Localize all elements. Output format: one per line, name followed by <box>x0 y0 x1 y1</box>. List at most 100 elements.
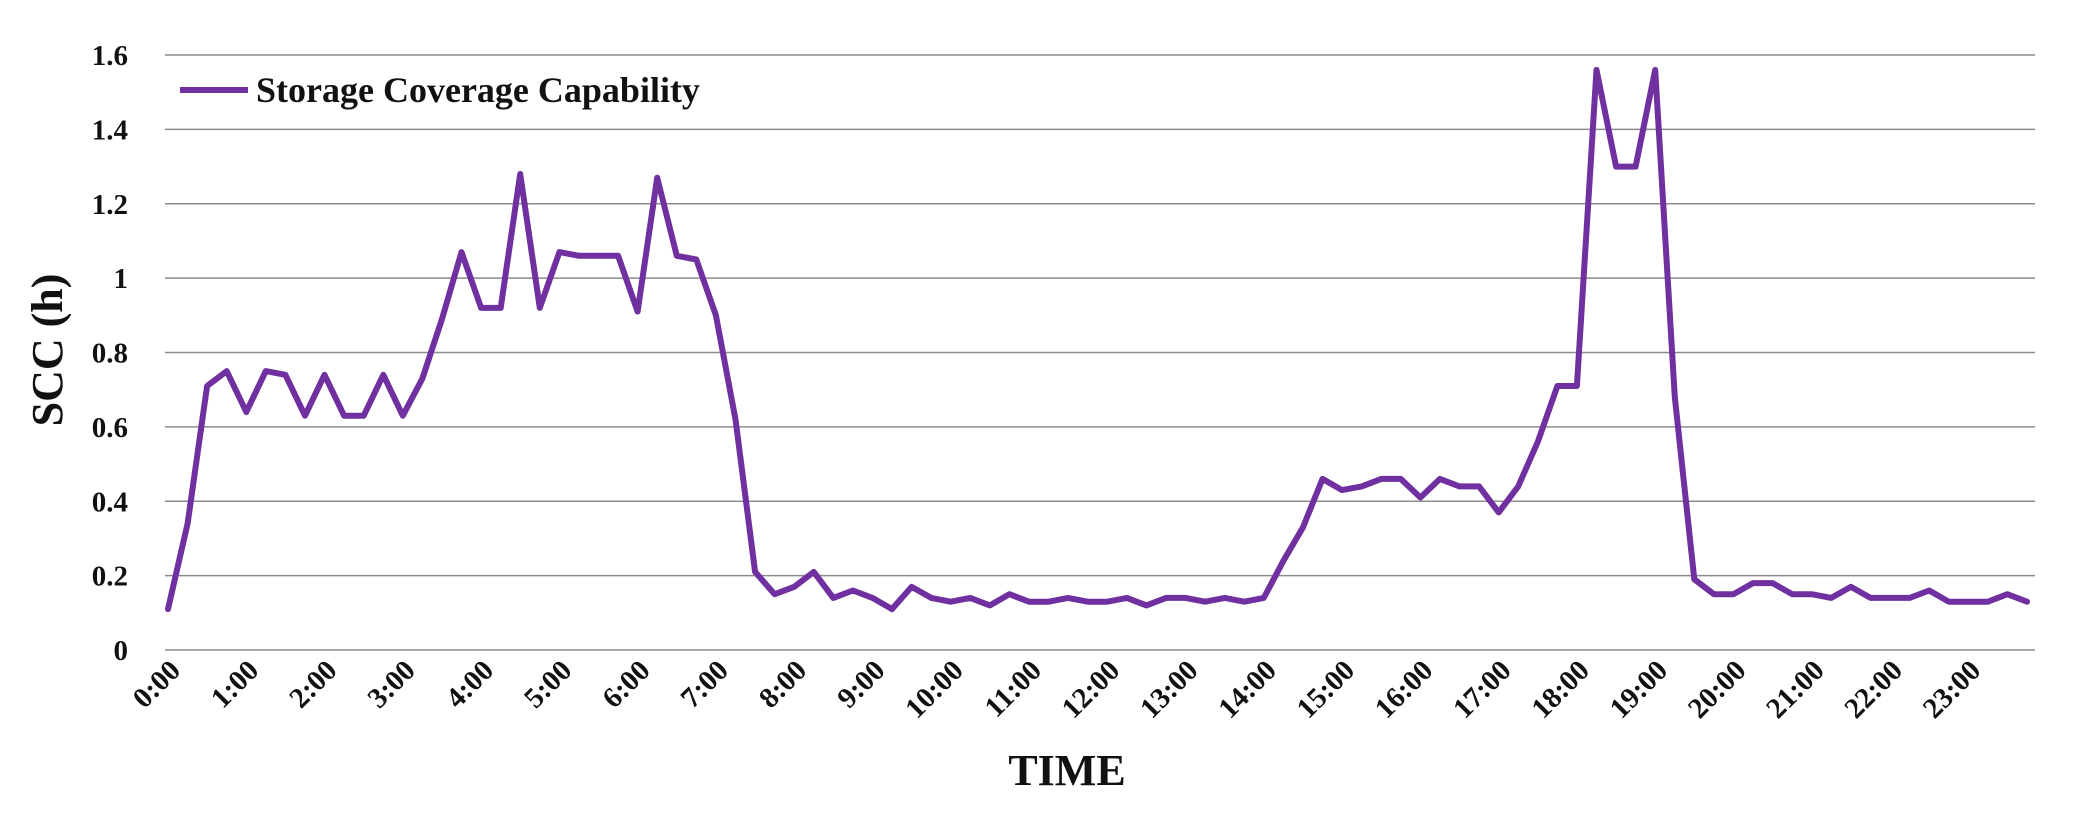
data-point <box>1829 596 1833 600</box>
series-layer <box>165 66 2030 613</box>
data-point <box>342 414 346 418</box>
y-axis-title: SCC (h) <box>23 274 72 427</box>
x-tick-label: 8:00 <box>753 654 813 714</box>
x-axis-ticks: 0:00 1:00 2:00 3:00 4:00 5:00 6:00 7:00 8:00 9:00… <box>127 654 1988 724</box>
x-tick-label: 9:00 <box>831 654 891 714</box>
data-point <box>1242 600 1246 604</box>
data-point <box>557 250 561 254</box>
data-point <box>1555 384 1559 388</box>
data-point <box>518 172 522 176</box>
x-tick-label: 17:00 <box>1447 654 1517 724</box>
x-tick-label: 3:00 <box>362 654 422 714</box>
data-point <box>714 313 718 317</box>
x-tick-label: 1:00 <box>205 654 265 714</box>
data-point <box>1144 603 1148 607</box>
legend: Storage Coverage Capability <box>180 70 700 110</box>
data-point <box>186 522 190 526</box>
y-tick-label: 0.2 <box>92 561 128 593</box>
data-point <box>420 377 424 381</box>
data-point <box>1751 581 1755 585</box>
data-point <box>1927 589 1931 593</box>
data-point <box>1614 165 1618 169</box>
data-point <box>1849 585 1853 589</box>
x-tick-label: 12:00 <box>1056 654 1126 724</box>
data-point <box>949 600 953 604</box>
data-point <box>1418 496 1422 500</box>
x-tick-label: 10:00 <box>899 654 969 724</box>
x-tick-label: 5:00 <box>518 654 578 714</box>
data-point <box>2025 600 2029 604</box>
data-point <box>1575 384 1579 388</box>
data-point <box>1321 477 1325 481</box>
data-point <box>890 607 894 611</box>
data-point <box>753 570 757 574</box>
data-point <box>381 373 385 377</box>
y-tick-label: 0.4 <box>92 486 128 518</box>
data-point <box>283 373 287 377</box>
data-point <box>538 306 542 310</box>
data-point <box>1105 600 1109 604</box>
data-point <box>1223 596 1227 600</box>
data-point <box>1360 484 1364 488</box>
x-tick-label: 2:00 <box>283 654 343 714</box>
data-point <box>1692 577 1696 581</box>
data-point <box>910 585 914 589</box>
data-point <box>440 317 444 321</box>
x-tick-label: 16:00 <box>1369 654 1439 724</box>
data-point <box>1908 596 1912 600</box>
data-point <box>734 417 738 421</box>
y-tick-label: 1.6 <box>92 40 128 72</box>
data-point <box>323 373 327 377</box>
data-point <box>968 596 972 600</box>
x-tick-label: 0:00 <box>127 654 187 714</box>
data-point <box>2005 592 2009 596</box>
data-point <box>1712 592 1716 596</box>
data-point <box>362 414 366 418</box>
data-point <box>597 254 601 258</box>
data-point <box>655 176 659 180</box>
x-tick-label: 6:00 <box>596 654 656 714</box>
data-point <box>577 254 581 258</box>
data-point <box>1340 488 1344 492</box>
data-point <box>499 306 503 310</box>
data-point <box>264 369 268 373</box>
data-point <box>1888 596 1892 600</box>
data-point <box>225 369 229 373</box>
data-point <box>1966 600 1970 604</box>
data-point <box>1653 68 1657 72</box>
data-point <box>1027 600 1031 604</box>
x-tick-label: 14:00 <box>1212 654 1282 724</box>
data-point <box>1399 477 1403 481</box>
x-tick-label: 19:00 <box>1604 654 1674 724</box>
data-point <box>1790 592 1794 596</box>
data-point <box>616 254 620 258</box>
data-point <box>1771 581 1775 585</box>
data-point <box>1477 484 1481 488</box>
data-point <box>694 258 698 262</box>
data-point <box>871 596 875 600</box>
data-point <box>1536 440 1540 444</box>
data-point <box>1125 596 1129 600</box>
data-point <box>988 603 992 607</box>
data-point <box>1458 484 1462 488</box>
data-point <box>851 589 855 593</box>
data-point <box>1438 477 1442 481</box>
x-axis-title: TIME <box>1008 746 1125 795</box>
y-tick-label: 1.4 <box>92 114 128 146</box>
data-point <box>1497 510 1501 514</box>
data-point <box>1164 596 1168 600</box>
y-tick-label: 0.6 <box>92 412 128 444</box>
y-axis-ticks: 0 0.2 0.4 0.6 0.8 1 1.2 1.4 1.6 <box>92 40 128 667</box>
data-point <box>1184 596 1188 600</box>
data-point <box>812 570 816 574</box>
legend-label: Storage Coverage Capability <box>256 70 700 110</box>
data-point <box>401 414 405 418</box>
data-point <box>929 596 933 600</box>
y-tick-label: 1.2 <box>92 189 128 221</box>
data-point <box>636 310 640 314</box>
data-point <box>1281 559 1285 563</box>
data-point <box>1086 600 1090 604</box>
data-point <box>1066 596 1070 600</box>
